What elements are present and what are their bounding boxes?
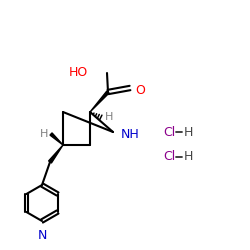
Text: Cl: Cl	[163, 126, 175, 138]
Text: NH: NH	[121, 128, 140, 140]
Text: H: H	[105, 112, 114, 122]
Text: HO: HO	[69, 66, 88, 80]
Polygon shape	[50, 133, 63, 145]
Polygon shape	[90, 91, 109, 112]
Text: H: H	[184, 126, 194, 138]
Text: O: O	[135, 84, 145, 98]
Text: H: H	[40, 129, 48, 139]
Text: Cl: Cl	[163, 150, 175, 164]
Text: H: H	[184, 150, 194, 164]
Text: N: N	[37, 229, 47, 242]
Polygon shape	[48, 145, 63, 163]
